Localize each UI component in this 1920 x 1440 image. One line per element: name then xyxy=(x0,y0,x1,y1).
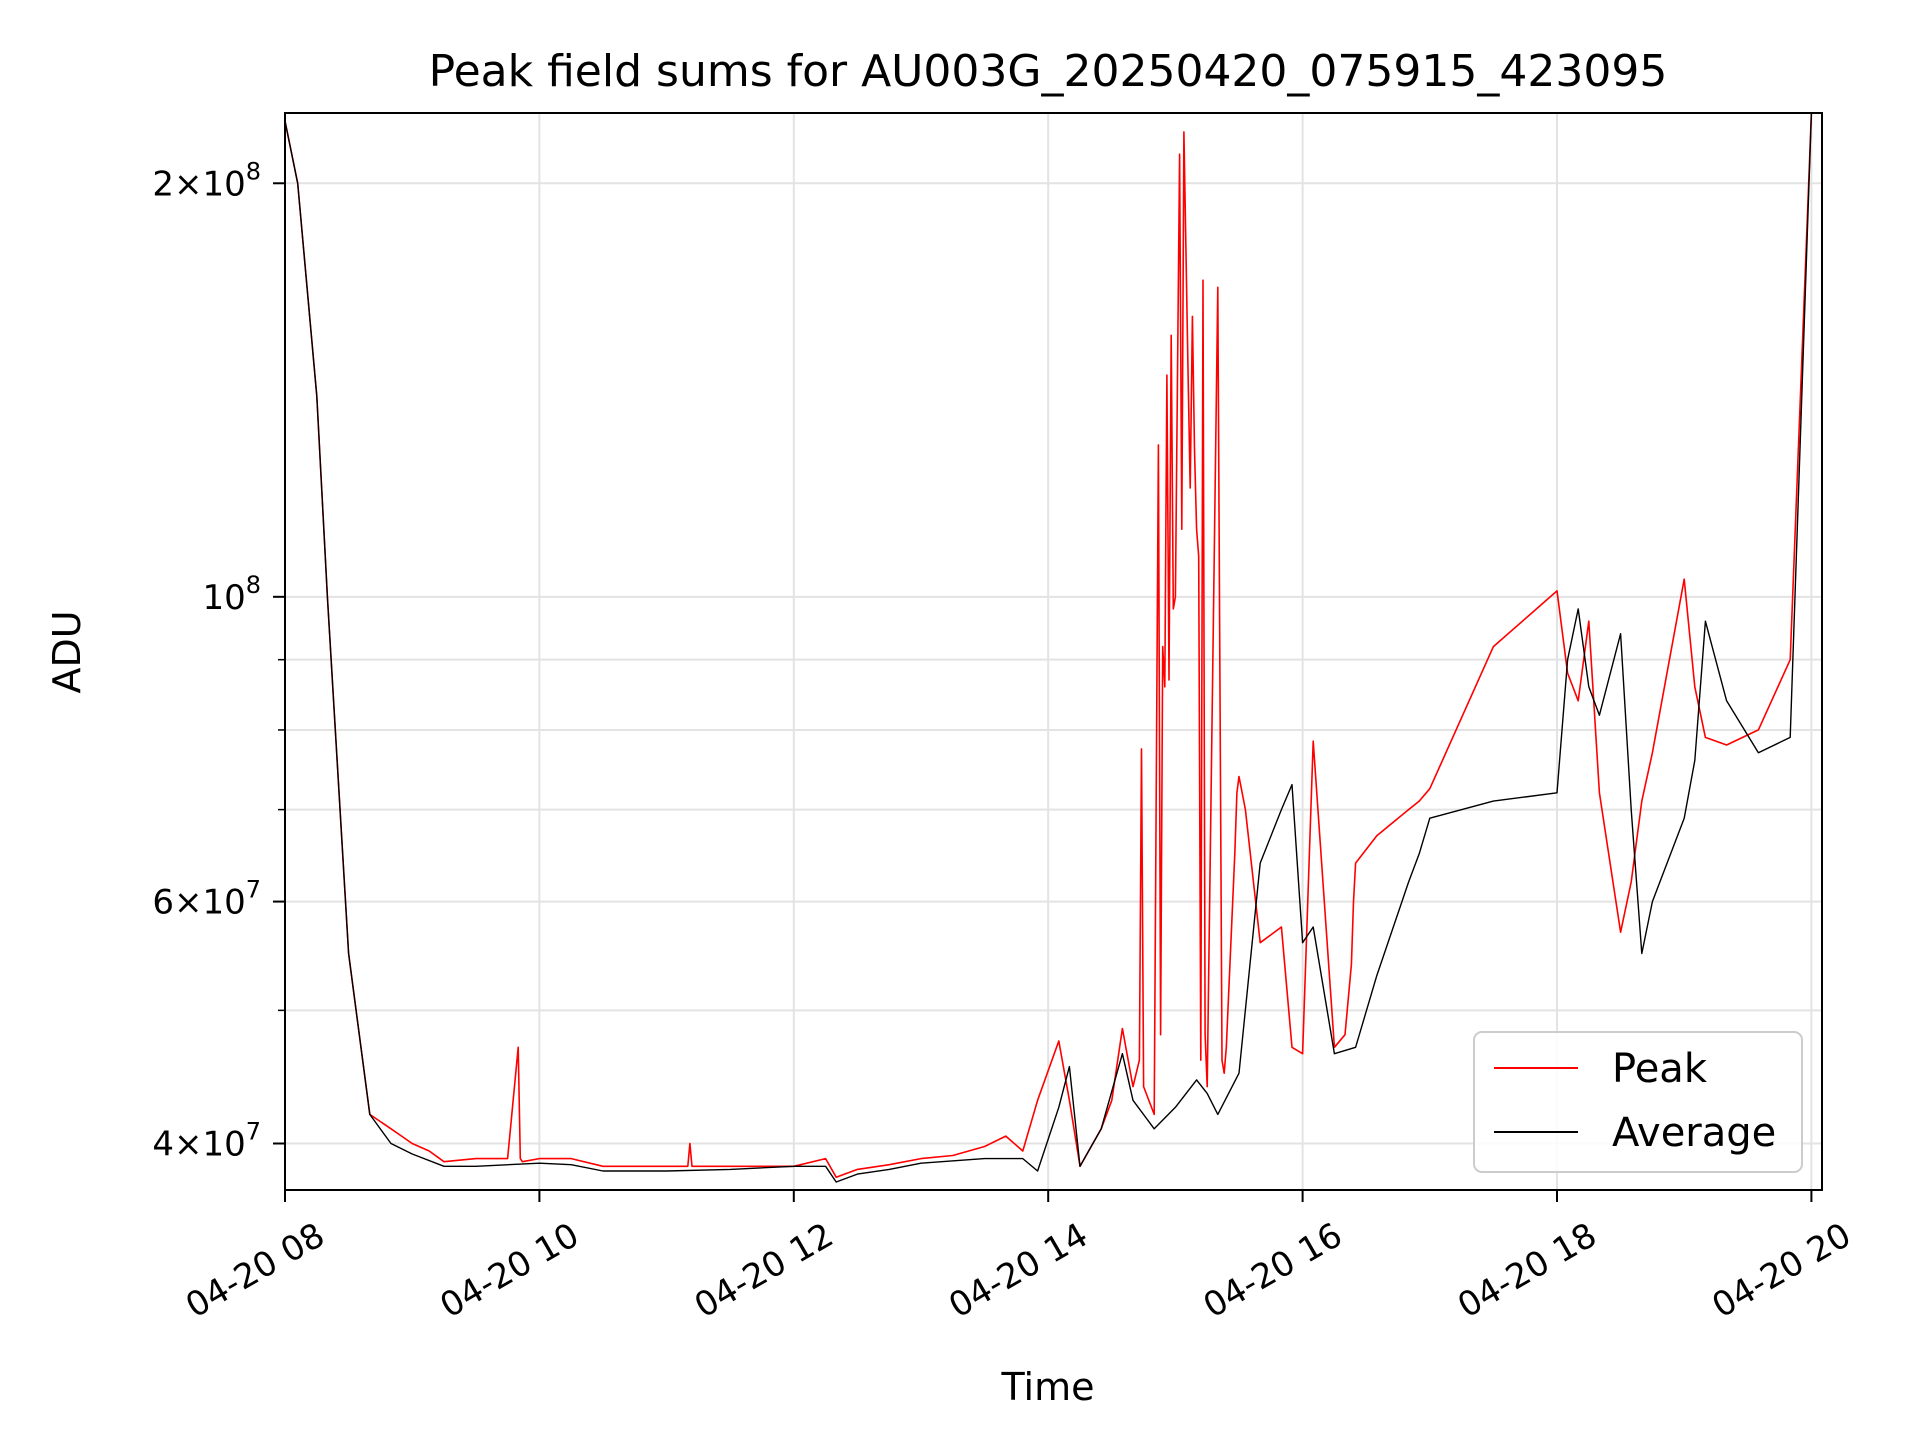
legend: Peak Average xyxy=(1473,1031,1803,1173)
series-line-peak xyxy=(284,112,1813,1178)
chart-title: Peak field sums for AU003G_20250420_0759… xyxy=(429,46,1668,97)
y-tick-exponent: 7 xyxy=(246,1117,261,1145)
y-tick-exponent: 8 xyxy=(246,157,261,185)
y-tick-base: 10 xyxy=(202,578,245,618)
legend-label-average: Average xyxy=(1612,1110,1776,1156)
x-tick-label: 04-20 20 xyxy=(1706,1215,1858,1326)
y-tick-label: 6×107 xyxy=(152,876,261,923)
x-tick-label: 04-20 18 xyxy=(1451,1215,1603,1326)
y-tick-label: 4×107 xyxy=(152,1117,261,1164)
x-tick-label: 04-20 12 xyxy=(688,1215,840,1326)
y-tick-exponent: 8 xyxy=(246,571,261,599)
series-line-average xyxy=(284,112,1813,1183)
y-tick-label: 2×108 xyxy=(152,157,261,204)
x-tick-label: 04-20 10 xyxy=(434,1215,586,1326)
y-tick-base: 4×10 xyxy=(152,1124,245,1164)
x-axis-ticks: 04-20 08 04-20 10 04-20 12 04-20 14 04-20 16… xyxy=(179,1190,1858,1326)
plot-frame xyxy=(284,112,1823,1191)
y-axis-label: ADU xyxy=(45,610,89,693)
legend-label-peak: Peak xyxy=(1612,1046,1708,1092)
x-tick-label: 04-20 08 xyxy=(179,1215,331,1326)
x-tick-label: 04-20 16 xyxy=(1197,1215,1349,1326)
y-tick-base: 6×10 xyxy=(152,883,245,923)
y-tick-label: 108 xyxy=(202,571,261,618)
grid xyxy=(284,113,1822,1190)
x-tick-label: 04-20 14 xyxy=(942,1215,1094,1326)
y-tick-base: 2×10 xyxy=(152,164,245,204)
series-layer xyxy=(284,112,1813,1183)
y-tick-exponent: 7 xyxy=(246,876,261,904)
x-axis-label: Time xyxy=(1001,1365,1095,1409)
